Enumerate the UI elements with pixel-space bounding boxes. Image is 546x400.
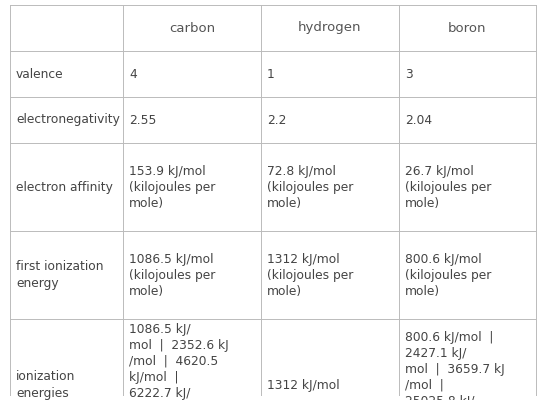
Text: valence: valence	[16, 68, 64, 80]
Text: 1086.5 kJ/mol
(kilojoules per
mole): 1086.5 kJ/mol (kilojoules per mole)	[129, 252, 216, 298]
Text: boron: boron	[448, 22, 486, 34]
Text: carbon: carbon	[169, 22, 215, 34]
Text: 1: 1	[267, 68, 275, 80]
Text: 2.04: 2.04	[405, 114, 432, 126]
Text: 4: 4	[129, 68, 137, 80]
Text: 2.2: 2.2	[267, 114, 286, 126]
Text: 153.9 kJ/mol
(kilojoules per
mole): 153.9 kJ/mol (kilojoules per mole)	[129, 164, 216, 210]
Text: electron affinity: electron affinity	[16, 180, 113, 194]
Text: 2.55: 2.55	[129, 114, 157, 126]
Text: electronegativity: electronegativity	[16, 114, 120, 126]
Text: ionization
energies: ionization energies	[16, 370, 75, 400]
Text: first ionization
energy: first ionization energy	[16, 260, 104, 290]
Text: hydrogen: hydrogen	[298, 22, 361, 34]
Text: 3: 3	[405, 68, 412, 80]
Text: 800.6 kJ/mol
(kilojoules per
mole): 800.6 kJ/mol (kilojoules per mole)	[405, 252, 491, 298]
Text: 1312 kJ/mol
(kilojoules per
mole): 1312 kJ/mol (kilojoules per mole)	[267, 252, 353, 298]
Text: 26.7 kJ/mol
(kilojoules per
mole): 26.7 kJ/mol (kilojoules per mole)	[405, 164, 491, 210]
Text: 1086.5 kJ/
mol  |  2352.6 kJ
/mol  |  4620.5
kJ/mol  |
6222.7 kJ/
mol  |  37831 : 1086.5 kJ/ mol | 2352.6 kJ /mol | 4620.5…	[129, 322, 229, 400]
Text: 1312 kJ/mol: 1312 kJ/mol	[267, 378, 340, 392]
Text: 800.6 kJ/mol  |
2427.1 kJ/
mol  |  3659.7 kJ
/mol  |
25025.8 kJ/
mol  |  32826.7: 800.6 kJ/mol | 2427.1 kJ/ mol | 3659.7 k…	[405, 330, 505, 400]
Text: 72.8 kJ/mol
(kilojoules per
mole): 72.8 kJ/mol (kilojoules per mole)	[267, 164, 353, 210]
